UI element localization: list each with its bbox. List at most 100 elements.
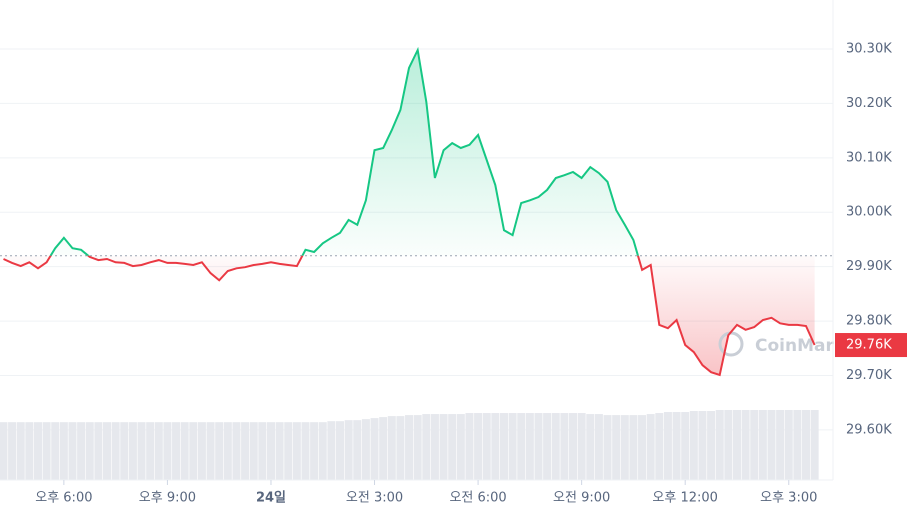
- volume-bar: [77, 422, 86, 480]
- volume-bar: [560, 413, 569, 480]
- volume-bar: [767, 410, 776, 480]
- volume-bar: [422, 414, 431, 480]
- volume-bar: [663, 412, 672, 480]
- volume-bar: [569, 413, 578, 480]
- y-tick-label: 30.20K: [846, 96, 892, 111]
- volume-bar: [551, 413, 560, 480]
- volume-bar: [499, 413, 508, 480]
- volume-bar: [318, 422, 327, 480]
- area-down: [3, 255, 815, 375]
- volume-bar: [59, 422, 68, 480]
- volume-bar: [491, 413, 500, 480]
- volume-bar: [163, 422, 172, 480]
- volume-bar: [275, 422, 284, 480]
- volume-bar: [301, 422, 310, 480]
- y-tick-label: 29.90K: [846, 259, 892, 274]
- price-tag: [835, 333, 907, 358]
- volume-bar: [197, 422, 206, 480]
- volume-bar: [154, 422, 163, 480]
- volume-bar: [430, 414, 439, 480]
- volume-bar: [266, 422, 275, 480]
- volume-bar: [258, 422, 267, 480]
- volume-bar: [241, 422, 250, 480]
- volume-bar: [707, 411, 716, 480]
- volume-bar: [629, 415, 638, 480]
- volume-bar: [456, 414, 465, 480]
- price-tag-label: 29.76K: [846, 338, 892, 353]
- volume-bar: [25, 422, 34, 480]
- volume-bar: [379, 417, 388, 480]
- y-tick-label: 29.70K: [846, 368, 892, 383]
- volume-bar: [577, 413, 586, 480]
- volume-bar: [439, 414, 448, 480]
- volume-bar: [715, 410, 724, 480]
- volume-bar: [292, 422, 301, 480]
- volume-bar: [784, 410, 793, 480]
- volume-bar: [776, 410, 785, 480]
- volume-bar: [534, 413, 543, 480]
- volume-bar: [448, 414, 457, 480]
- volume-bar: [413, 415, 422, 480]
- y-tick-label: 30.00K: [846, 205, 892, 220]
- x-tick-label: 24일: [256, 491, 286, 506]
- volume-bar: [543, 413, 552, 480]
- price-line-up: [49, 46, 640, 256]
- volume-bar: [802, 410, 811, 480]
- volume-bar: [344, 420, 353, 480]
- volume-bar: [206, 422, 215, 480]
- volume-bar: [0, 422, 8, 480]
- volume-bar: [103, 422, 112, 480]
- area-up: [3, 50, 815, 256]
- volume-bar: [603, 415, 612, 480]
- volume-bar: [120, 422, 129, 480]
- volume-bar: [387, 416, 396, 480]
- x-tick-label: 오후 12:00: [652, 491, 718, 506]
- volume-bar: [336, 421, 345, 480]
- volume-bar: [8, 422, 17, 480]
- volume-bar: [646, 414, 655, 480]
- x-tick-label: 오후 6:00: [35, 491, 92, 506]
- volume-bar: [741, 410, 750, 480]
- volume-bar: [698, 411, 707, 480]
- volume-bar: [525, 413, 534, 480]
- volume-bar: [465, 413, 474, 480]
- volume-bar: [750, 410, 759, 480]
- volume-bar: [180, 422, 189, 480]
- y-tick-label: 30.30K: [846, 41, 892, 56]
- x-tick-label: 오전 6:00: [449, 491, 506, 506]
- volume-bar: [732, 410, 741, 480]
- volume-bar: [405, 415, 414, 480]
- volume-bar: [638, 415, 647, 480]
- volume-bar: [16, 422, 25, 480]
- volume-bar: [215, 422, 224, 480]
- x-tick-label: 오후 3:00: [760, 491, 817, 506]
- volume-bar: [474, 413, 483, 480]
- x-tick-label: 오후 9:00: [139, 491, 196, 506]
- volume-bar: [793, 410, 802, 480]
- volume-bar: [370, 418, 379, 480]
- x-tick-label: 오전 3:00: [346, 491, 403, 506]
- volume-bar: [586, 414, 595, 480]
- volume-bar: [128, 422, 137, 480]
- volume-bar: [361, 419, 370, 480]
- volume-bar: [51, 422, 60, 480]
- volume-bar: [353, 420, 362, 480]
- volume-bar: [758, 410, 767, 480]
- price-line-down: [3, 255, 816, 377]
- y-tick-label: 30.10K: [846, 150, 892, 165]
- x-tick-label: 오전 9:00: [553, 491, 610, 506]
- volume-bar: [482, 413, 491, 480]
- volume-bar: [655, 413, 664, 480]
- volume-bar: [189, 422, 198, 480]
- volume-bar: [810, 410, 819, 480]
- volume-bar: [672, 412, 681, 480]
- volume-bar: [681, 412, 690, 480]
- volume-bar: [146, 422, 155, 480]
- volume-bar: [137, 422, 146, 480]
- volume-bar: [94, 422, 103, 480]
- volume-bar: [310, 422, 319, 480]
- volume-bar: [594, 414, 603, 480]
- y-tick-label: 29.80K: [846, 314, 892, 329]
- volume-bar: [232, 422, 241, 480]
